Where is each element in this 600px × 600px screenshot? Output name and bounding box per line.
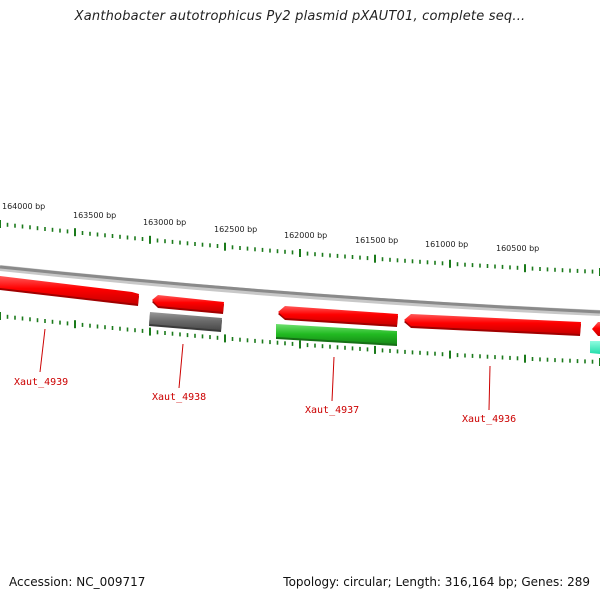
outer-tick-ruler (0, 220, 600, 276)
scale-labels: 164000 bp 163500 bp 163000 bp 162500 bp … (2, 202, 539, 253)
gene-label-xaut-4939[interactable]: Xaut_4939 (14, 377, 68, 388)
scale-label: 160500 bp (496, 244, 539, 253)
gene-label-xaut-4936[interactable]: Xaut_4936 (462, 414, 516, 425)
inner-tick-ruler (0, 312, 600, 366)
gene-xaut-4939[interactable] (0, 276, 139, 306)
gene-partial-right[interactable] (592, 322, 600, 336)
gene-label-xaut-4938[interactable]: Xaut_4938 (152, 392, 206, 403)
gene-xaut-4937[interactable] (278, 306, 398, 327)
scale-label: 161500 bp (355, 236, 398, 245)
accession-label: Accession: NC_009717 (9, 575, 146, 589)
map-title: Xanthobacter autotrophicus Py2 plasmid p… (74, 9, 526, 24)
scale-label: 164000 bp (2, 202, 45, 211)
gene-xaut-4936[interactable] (404, 314, 581, 336)
backbone (0, 265, 600, 314)
scale-label: 163000 bp (143, 218, 186, 227)
scale-label: 163500 bp (73, 211, 116, 220)
topology-summary: Topology: circular; Length: 316,164 bp; … (283, 575, 590, 589)
gene-partial-right-other[interactable] (590, 341, 600, 354)
gene-xaut-4937-rna[interactable] (276, 324, 397, 346)
scale-label: 161000 bp (425, 240, 468, 249)
scale-label: 162000 bp (284, 231, 327, 240)
gene-xaut-4938-pseudo[interactable] (149, 312, 222, 332)
gene-labels: Xaut_4939 Xaut_4938 Xaut_4937 Xaut_4936 (14, 377, 516, 425)
gene-label-xaut-4937[interactable]: Xaut_4937 (305, 405, 359, 416)
gene-label-connectors (39, 328, 491, 411)
gene-xaut-4938[interactable] (152, 295, 224, 314)
scale-label: 162500 bp (214, 225, 257, 234)
gene-features[interactable] (0, 276, 600, 354)
